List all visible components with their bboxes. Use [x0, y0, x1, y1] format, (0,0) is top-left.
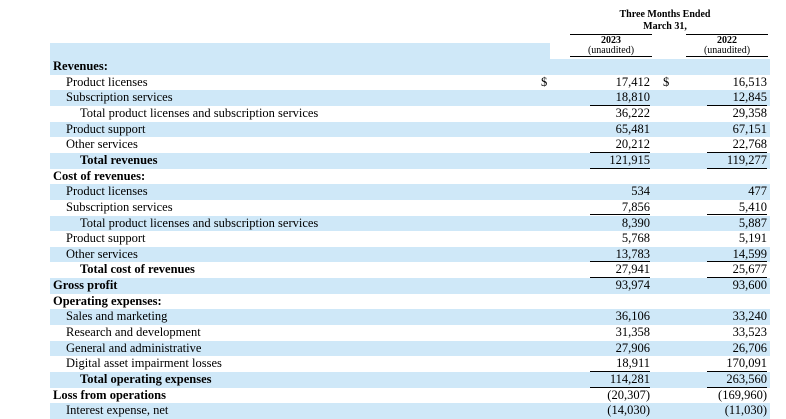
row-value: 18,911: [590, 356, 650, 372]
row-label: Other services: [66, 246, 138, 261]
header-subtitle: March 31,: [643, 21, 687, 32]
row-value: 7,856: [590, 200, 650, 216]
row-value: 93,600: [732, 278, 767, 293]
row-label: Product support: [66, 121, 146, 136]
row-value: 25,677: [707, 262, 767, 279]
row-label: Subscription services: [66, 199, 173, 214]
row-label: General and administrative: [66, 340, 202, 355]
row-value: 93,974: [615, 278, 650, 293]
row-value: 27,941: [590, 262, 650, 279]
row-value: 65,481: [615, 121, 650, 136]
row-band: [50, 43, 550, 59]
row-value: 114,281: [590, 372, 650, 388]
row-value: 119,277: [707, 153, 767, 169]
row-value: 170,091: [707, 356, 767, 372]
row-value: 5,191: [738, 231, 767, 246]
row-value: 5,887: [738, 215, 767, 230]
column-year: 2022: [686, 34, 768, 46]
row-band: [50, 184, 770, 200]
row-value: 22,768: [707, 137, 767, 153]
row-label: Loss from operations: [53, 387, 166, 402]
row-value: 20,212: [590, 137, 650, 153]
row-label: Total product licenses and subscription …: [80, 215, 319, 230]
row-band: [50, 121, 770, 138]
row-label: Cost of revenues:: [53, 168, 146, 183]
row-label: Product licenses: [66, 184, 148, 199]
row-value: 26,706: [732, 340, 767, 355]
row-value: 263,560: [707, 372, 767, 388]
row-value: 36,106: [615, 309, 650, 324]
row-label: Product support: [66, 231, 146, 246]
row-value: 534: [631, 184, 650, 199]
row-value: 67,151: [732, 121, 767, 136]
row-value: 5,768: [621, 231, 650, 246]
column-year: 2023: [570, 34, 652, 46]
row-value: 33,240: [732, 309, 767, 324]
row-band: [50, 278, 770, 294]
row-value: 27,906: [615, 340, 650, 355]
row-label: Total revenues: [80, 152, 158, 167]
row-value: (169,960): [718, 387, 767, 402]
row-label: Revenues:: [53, 59, 108, 73]
row-label: Subscription services: [66, 90, 173, 105]
row-value: 13,783: [590, 247, 650, 263]
row-band: [50, 59, 770, 75]
row-value: 477: [748, 184, 767, 199]
currency-sign: $: [541, 74, 548, 89]
row-band: [50, 152, 770, 169]
row-value: 121,915: [590, 153, 650, 169]
row-band: [50, 215, 770, 232]
row-band: [50, 246, 770, 263]
row-band: [50, 340, 770, 357]
row-label: Operating expenses:: [53, 293, 162, 308]
row-band: [50, 309, 770, 326]
currency-sign: $: [663, 74, 670, 89]
column-note: (unaudited): [570, 45, 652, 57]
row-value: 12,845: [707, 90, 767, 106]
row-value: 8,390: [621, 215, 650, 230]
row-value: 33,523: [732, 325, 767, 340]
header-title: Three Months Ended: [619, 9, 711, 20]
row-label: Interest expense, net: [66, 403, 169, 418]
row-value: 18,810: [590, 90, 650, 106]
row-label: Total operating expenses: [80, 372, 212, 386]
row-label: Product licenses: [66, 74, 148, 89]
row-label: Digital asset impairment losses: [66, 356, 222, 371]
row-value: 14,599: [707, 247, 767, 263]
row-label: Total product licenses and subscription …: [80, 105, 319, 120]
row-value: 29,358: [732, 105, 767, 120]
row-label: Total cost of revenues: [80, 262, 195, 277]
row-value: 16,513: [732, 74, 767, 89]
row-value: 31,358: [615, 325, 650, 340]
row-value: (20,307): [607, 387, 650, 402]
row-label: Gross profit: [53, 278, 118, 293]
row-label: Other services: [66, 137, 138, 152]
row-value: 36,222: [615, 105, 650, 120]
row-label: Sales and marketing: [66, 309, 168, 324]
row-value: (11,030): [724, 403, 767, 418]
row-value: 17,412: [615, 74, 650, 89]
row-label: Research and development: [66, 325, 201, 340]
column-note: (unaudited): [686, 45, 768, 57]
row-value: (14,030): [607, 403, 650, 418]
page: Three Months Ended March 31, 2023 (unaud…: [50, 9, 770, 419]
row-value: 5,410: [707, 200, 767, 216]
row-band: [50, 90, 770, 106]
row-band: [50, 372, 770, 388]
